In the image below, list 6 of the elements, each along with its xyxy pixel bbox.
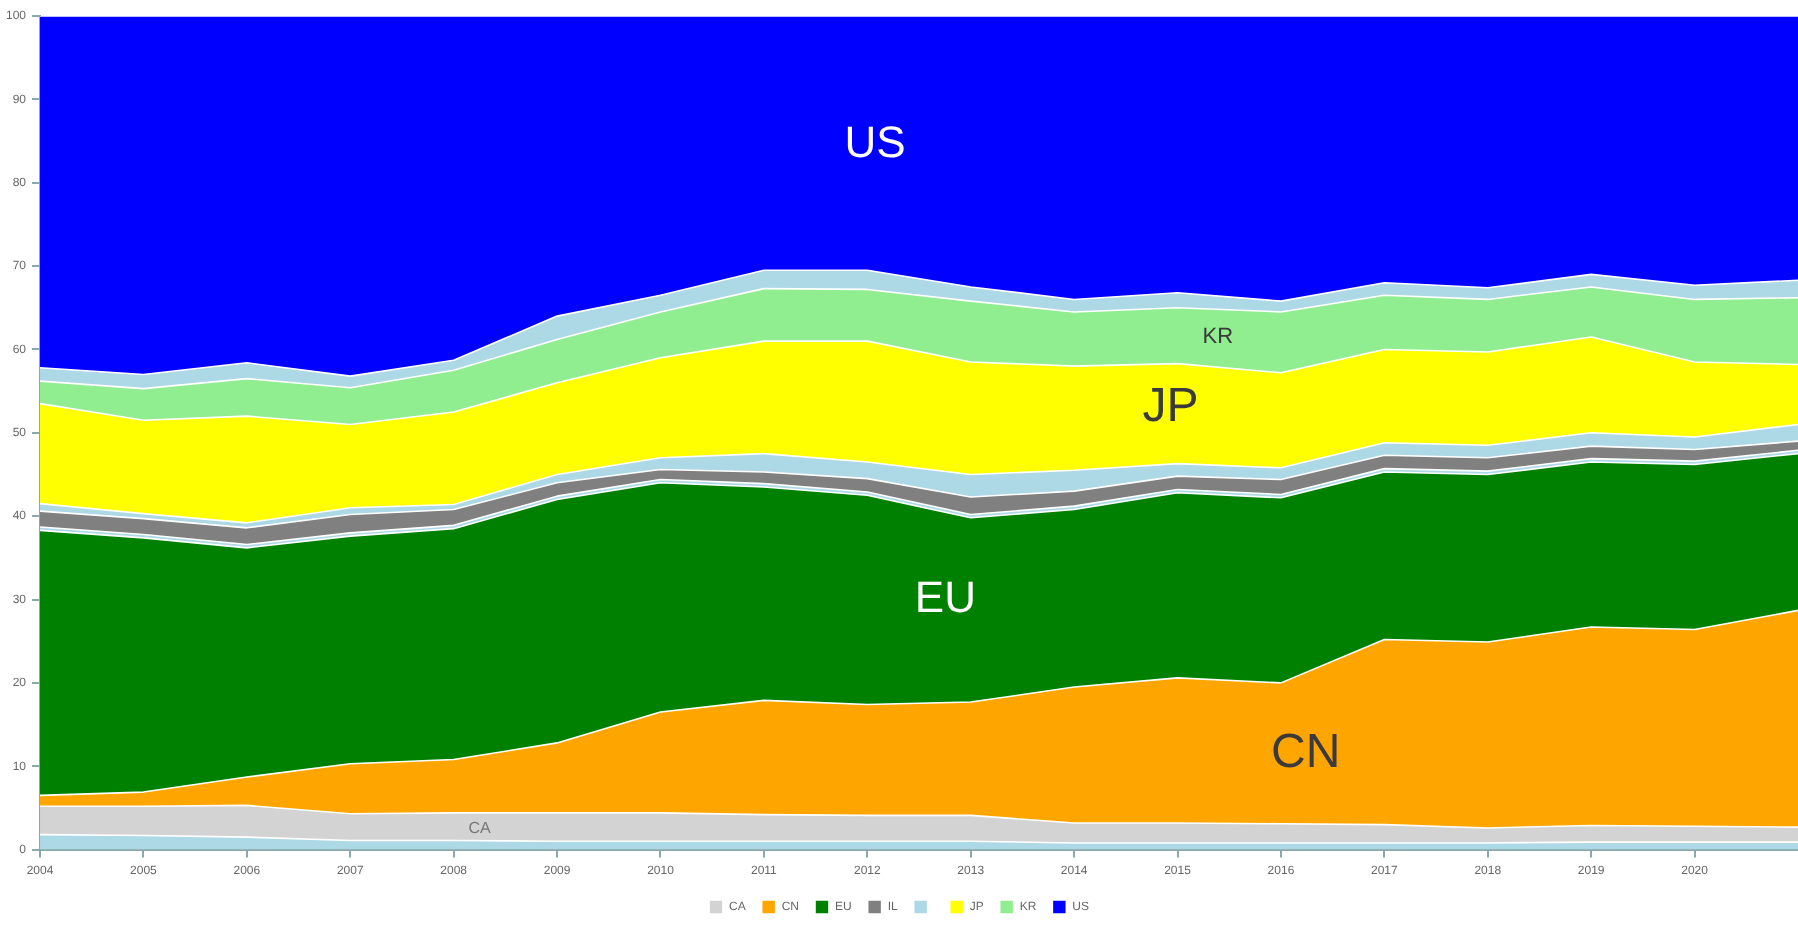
annotation: CN — [1271, 724, 1341, 779]
annotation: KR — [1202, 325, 1234, 349]
annotation: US — [844, 117, 906, 168]
annotation: EU — [914, 571, 976, 622]
annotation: CA — [468, 819, 492, 838]
annotation: JP — [1142, 379, 1199, 434]
